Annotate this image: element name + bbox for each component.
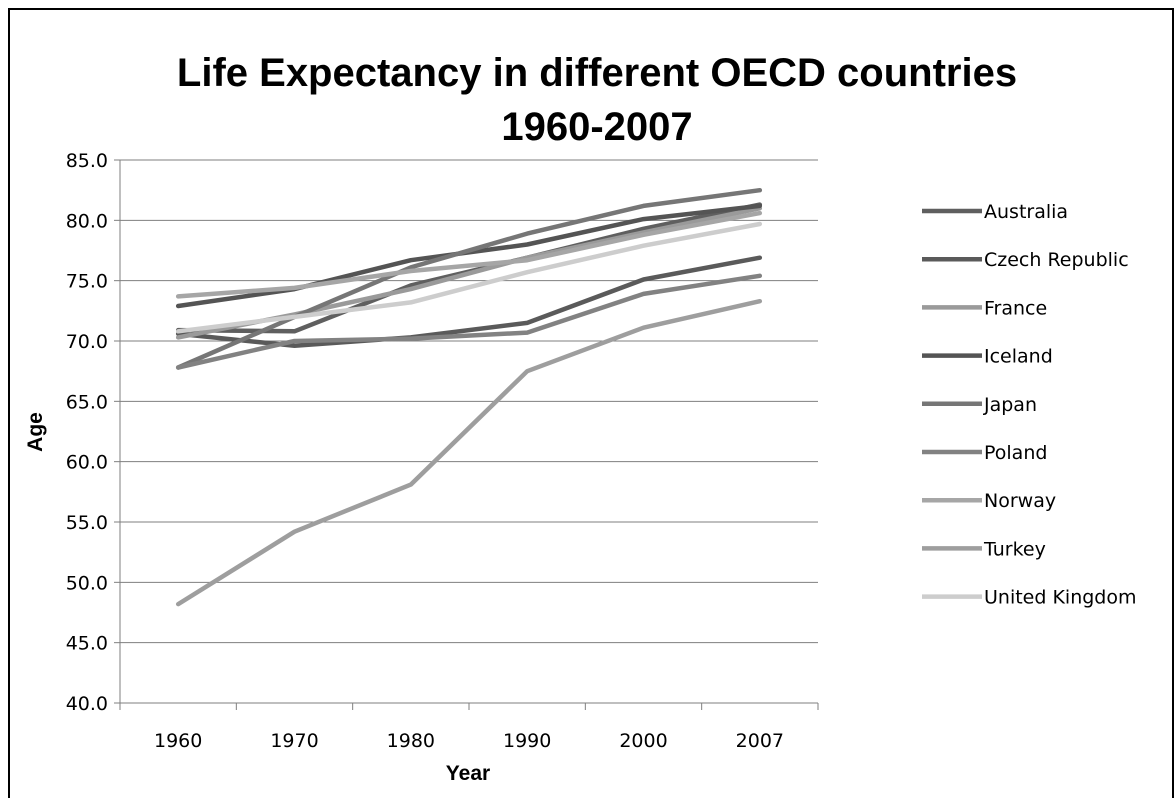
y-tick-label: 80.0 (66, 210, 108, 232)
y-tick-label: 50.0 (66, 572, 108, 594)
legend-label: United Kingdom (984, 587, 1137, 609)
legend-label: Australia (984, 201, 1068, 223)
series-line-norway (175, 210, 763, 299)
legend-item-turkey: Turkey (922, 538, 1046, 560)
series-line-poland (175, 273, 763, 370)
x-tick-label: 1970 (270, 730, 318, 752)
legend-label: Turkey (983, 538, 1046, 560)
series-lines (175, 187, 763, 607)
y-tick-label: 65.0 (66, 391, 108, 413)
legend-label: Czech Republic (984, 249, 1129, 271)
series-line-australia (175, 202, 763, 334)
axes: 40.0 45.0 50.0 55.0 60.0 65.0 70.0 75.0 80.0 85.0… (66, 150, 819, 752)
legend-label: Poland (984, 442, 1047, 464)
y-tick-label: 75.0 (66, 271, 108, 293)
legend-item-france: France (922, 297, 1047, 319)
y-axis-label: Age (24, 412, 47, 452)
y-tick-label: 85.0 (66, 150, 108, 172)
legend-label: Iceland (984, 346, 1053, 368)
series-line-japan (175, 187, 763, 370)
legend-item-czech-republic: Czech Republic (922, 249, 1129, 271)
legend-label: Japan (983, 394, 1037, 416)
x-tick-label: 1980 (387, 730, 435, 752)
x-tick-label: 1960 (154, 730, 202, 752)
legend-item-norway: Norway (922, 490, 1056, 512)
x-tick-label: 1990 (503, 730, 551, 752)
y-tick-label: 70.0 (66, 331, 108, 353)
legend-label: Norway (984, 490, 1056, 512)
x-tick-label: 2007 (736, 730, 784, 752)
legend-item-australia: Australia (922, 201, 1068, 223)
grid-lines (120, 159, 818, 704)
legend-item-japan: Japan (922, 394, 1037, 416)
x-axis-label: Year (446, 762, 490, 785)
series-line-united-kingdom (175, 221, 763, 334)
chart-title: Life Expectancy in different OECD countr… (177, 51, 1017, 95)
y-tick-label: 55.0 (66, 512, 108, 534)
legend-item-iceland: Iceland (922, 346, 1053, 368)
series-line-turkey (175, 298, 763, 607)
y-tick-label: 60.0 (66, 452, 108, 474)
y-tick-label: 45.0 (66, 633, 108, 655)
chart-subtitle: 1960-2007 (501, 105, 692, 149)
legend-item-united-kingdom: United Kingdom (922, 587, 1137, 609)
legend-item-poland: Poland (922, 442, 1047, 464)
x-tick-label: 2000 (619, 730, 667, 752)
legend-label: France (984, 297, 1047, 319)
legend: Australia Czech Republic France Iceland Japa… (922, 201, 1137, 609)
y-tick-label: 40.0 (66, 693, 108, 715)
